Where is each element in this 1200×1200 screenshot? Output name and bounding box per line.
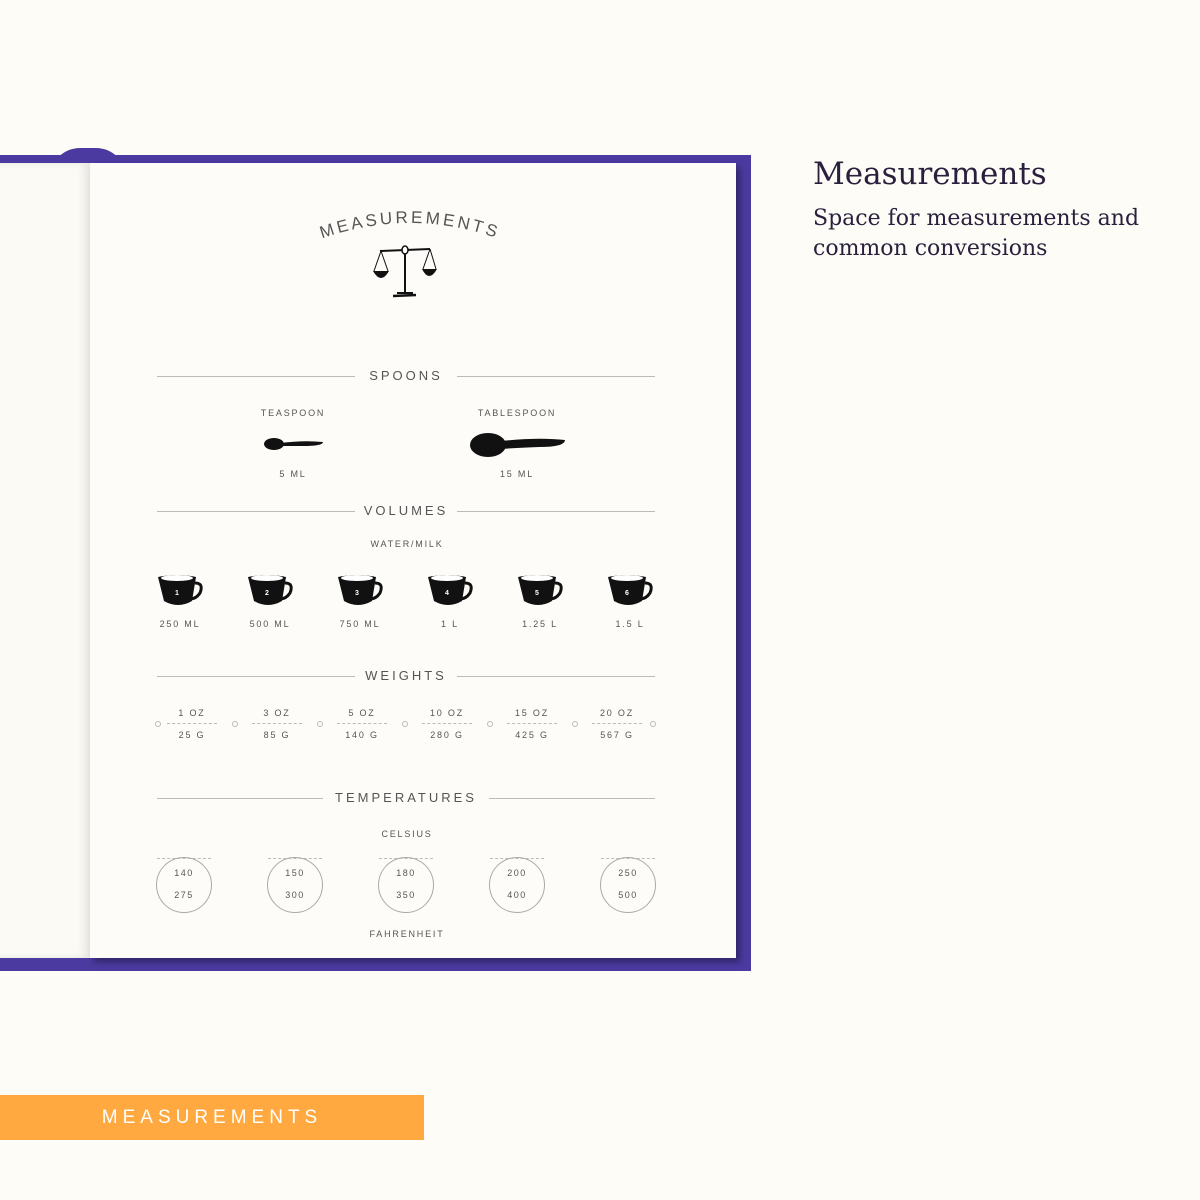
tablespoon-label: TABLESPOON <box>477 408 557 418</box>
svg-text:4: 4 <box>445 590 449 597</box>
spoons-title: SPOONS <box>369 368 443 383</box>
cup-icon: 3 <box>338 575 383 605</box>
temperature-circle: 140 275 <box>156 857 212 913</box>
section-banner: MEASUREMENTS <box>0 1095 424 1140</box>
weight-oz: 15 OZ <box>514 708 550 718</box>
measurements-page: MEASUREMENTS SPOONS TEASPOON 5 ML TABLES… <box>90 163 736 958</box>
tablespoon-icon <box>470 433 565 457</box>
weight-grams: 425 G <box>515 730 549 740</box>
spoons-section-header: SPOONS <box>157 366 655 386</box>
celsius-value: 140 <box>174 868 194 878</box>
weight-oz: 5 OZ <box>348 708 376 718</box>
side-title: Measurements <box>813 156 1047 192</box>
volumes-section-header: VOLUMES <box>157 501 655 521</box>
celsius-value: 200 <box>507 868 527 878</box>
fahrenheit-value: 275 <box>174 890 194 900</box>
weights-title: WEIGHTS <box>365 668 447 683</box>
fahrenheit-value: 500 <box>618 890 638 900</box>
celsius-label: CELSIUS <box>381 829 433 839</box>
scale-icon <box>373 245 437 298</box>
fahrenheit-value: 300 <box>285 890 305 900</box>
weights-section-header: WEIGHTS <box>157 666 655 686</box>
cup-icon: 2 <box>248 575 293 605</box>
temperature-circle: 200 400 <box>489 857 545 913</box>
celsius-value: 250 <box>618 868 638 878</box>
cup-icon: 1 <box>158 575 203 605</box>
fahrenheit-value: 400 <box>507 890 527 900</box>
weight-dot <box>487 721 493 727</box>
svg-text:3: 3 <box>355 590 359 597</box>
svg-text:1: 1 <box>175 590 179 597</box>
cup-value: 750 ML <box>339 619 381 629</box>
cup-icon: 5 <box>518 575 563 605</box>
weight-divider <box>507 723 557 724</box>
volumes-subtitle: WATER/MILK <box>370 539 444 549</box>
weight-divider <box>422 723 472 724</box>
temperatures-section-header: TEMPERATURES <box>157 788 655 808</box>
weight-divider <box>252 723 302 724</box>
weight-dot <box>317 721 323 727</box>
tablespoon-value: 15 ML <box>499 469 535 479</box>
svg-text:2: 2 <box>265 590 269 597</box>
cup-value: 500 ML <box>249 619 291 629</box>
weight-grams: 567 G <box>600 730 634 740</box>
weight-grams: 140 G <box>345 730 379 740</box>
weight-divider <box>592 723 642 724</box>
volumes-title: VOLUMES <box>363 503 449 518</box>
temperatures-title: TEMPERATURES <box>335 790 477 805</box>
teaspoon-icon <box>264 438 323 450</box>
cup-value: 250 ML <box>159 619 201 629</box>
temperature-circle: 180 350 <box>378 857 434 913</box>
weight-divider <box>337 723 387 724</box>
weight-oz: 3 OZ <box>263 708 291 718</box>
teaspoon-label: TEASPOON <box>260 408 326 418</box>
weight-dot <box>572 721 578 727</box>
left-page <box>0 163 90 958</box>
weight-oz: 20 OZ <box>599 708 635 718</box>
weight-grams: 25 G <box>178 730 206 740</box>
celsius-value: 180 <box>396 868 416 878</box>
cup-value: 1.5 L <box>615 619 645 629</box>
cup-value: 1 L <box>441 619 459 629</box>
svg-text:MEASUREMENTS: MEASUREMENTS <box>317 208 502 242</box>
cup-icon: 4 <box>428 575 473 605</box>
page-title: MEASUREMENTS <box>317 208 502 242</box>
weight-dot <box>402 721 408 727</box>
weight-grams: 280 G <box>430 730 464 740</box>
weight-dot <box>232 721 238 727</box>
weight-dot <box>155 721 161 727</box>
svg-text:6: 6 <box>625 590 629 597</box>
fahrenheit-value: 350 <box>396 890 416 900</box>
svg-text:5: 5 <box>535 590 539 597</box>
weight-divider <box>167 723 217 724</box>
cup-icon: 6 <box>608 575 653 605</box>
celsius-value: 150 <box>285 868 305 878</box>
temperature-circle: 250 500 <box>600 857 656 913</box>
temperature-circle: 150 300 <box>267 857 323 913</box>
weight-oz: 10 OZ <box>429 708 465 718</box>
cup-value: 1.25 L <box>522 619 558 629</box>
weight-grams: 85 G <box>263 730 291 740</box>
weight-oz: 1 OZ <box>178 708 206 718</box>
side-subtitle: Space for measurements and common conver… <box>813 206 1140 261</box>
weight-dot <box>650 721 656 727</box>
teaspoon-value: 5 ML <box>279 469 307 479</box>
fahrenheit-label: FAHRENHEIT <box>369 929 445 939</box>
